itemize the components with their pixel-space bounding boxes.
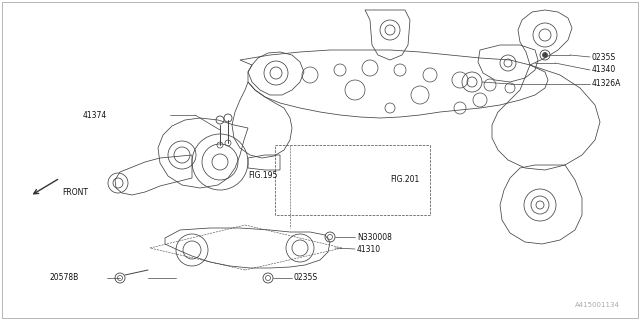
Text: 0235S: 0235S [592,52,616,61]
Text: 41374: 41374 [83,110,108,119]
Text: A415001134: A415001134 [575,302,620,308]
Text: 41326A: 41326A [592,79,621,89]
Text: 0235S: 0235S [294,274,318,283]
Text: FIG.195: FIG.195 [248,171,277,180]
Text: 20578B: 20578B [50,274,79,283]
Circle shape [543,52,547,58]
Text: FIG.201: FIG.201 [390,175,419,185]
Text: 41340: 41340 [592,66,616,75]
Text: 41310: 41310 [357,244,381,253]
Text: N330008: N330008 [357,233,392,242]
Text: FRONT: FRONT [62,188,88,197]
